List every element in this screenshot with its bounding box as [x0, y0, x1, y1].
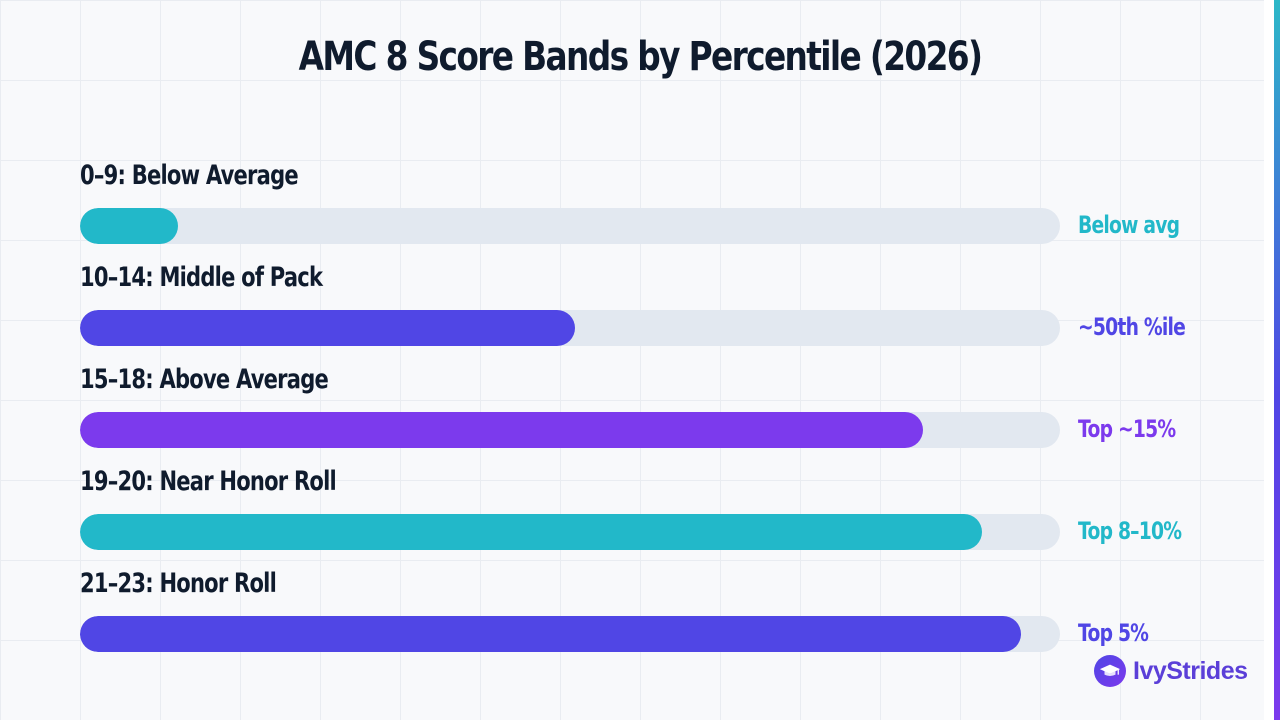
- category-label: 10–14: Middle of Pack: [80, 262, 323, 293]
- bar-row: 0–9: Below Average Below avg: [80, 160, 1220, 250]
- bar-track: [80, 514, 1060, 550]
- chart-title: AMC 8 Score Bands by Percentile (2026): [298, 34, 983, 80]
- value-label: Below avg: [1078, 211, 1180, 239]
- value-label: Top 8–10%: [1078, 517, 1182, 545]
- bar: [80, 412, 923, 448]
- bar-track: [80, 208, 1060, 244]
- right-edge-panel: [1264, 0, 1274, 720]
- bar: [80, 616, 1021, 652]
- bar-row: 10–14: Middle of Pack ~50th %ile: [80, 262, 1220, 352]
- category-label: 21–23: Honor Roll: [80, 568, 277, 599]
- bar-track: [80, 310, 1060, 346]
- graduation-cap-icon: [1094, 655, 1126, 687]
- category-label: 15–18: Above Average: [80, 364, 329, 395]
- value-label: Top ~15%: [1078, 415, 1176, 443]
- bar: [80, 514, 982, 550]
- category-label: 19–20: Near Honor Roll: [80, 466, 337, 497]
- bar: [80, 310, 575, 346]
- value-label: Top 5%: [1078, 619, 1149, 647]
- right-accent-bar: [1274, 0, 1280, 720]
- bar: [80, 208, 178, 244]
- bar-track: [80, 412, 1060, 448]
- value-label: ~50th %ile: [1078, 313, 1186, 341]
- bar-track: [80, 616, 1060, 652]
- brand-logo: IvyStrides: [1094, 654, 1248, 688]
- bar-row: 15–18: Above Average Top ~15%: [80, 364, 1220, 454]
- bar-row: 21–23: Honor Roll Top 5%: [80, 568, 1220, 658]
- brand-name: IvyStrides: [1133, 656, 1248, 685]
- category-label: 0–9: Below Average: [80, 160, 299, 191]
- bar-row: 19–20: Near Honor Roll Top 8–10%: [80, 466, 1220, 556]
